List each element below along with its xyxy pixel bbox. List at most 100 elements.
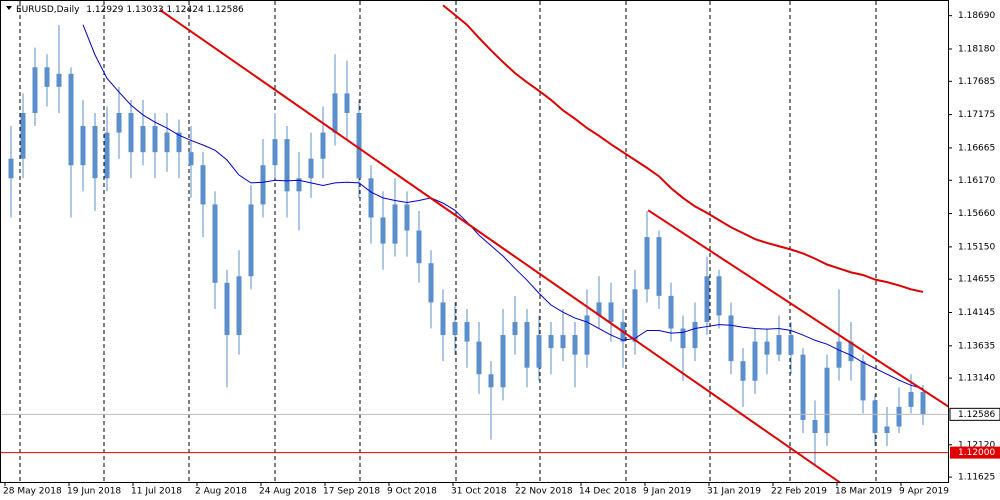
y-tick-label: 1.14655 (958, 275, 995, 285)
candle-body (788, 335, 794, 355)
x-tick-label: 31 Oct 2018 (451, 487, 507, 497)
candle-body (296, 178, 302, 192)
candle-body (644, 237, 650, 290)
candle-body (80, 126, 86, 166)
x-tick-label: 19 Jun 2018 (67, 487, 121, 497)
candle-body (416, 230, 422, 264)
x-tick-label: 24 Aug 2018 (259, 487, 317, 497)
candle-body (152, 126, 158, 153)
candle-body (140, 126, 146, 153)
y-tick-label: 1.14145 (958, 308, 995, 318)
trend-line (647, 209, 948, 408)
candle-body (632, 289, 638, 342)
x-tick-label: 28 May 2018 (3, 487, 62, 497)
y-tick-label: 1.11625 (958, 473, 995, 483)
open: 1.12929 (86, 5, 123, 15)
moving-average (82, 24, 924, 390)
candle-body (560, 335, 566, 349)
x-tick-label: 31 Jan 2019 (707, 487, 761, 497)
x-tick-label: 14 Dec 2018 (579, 487, 637, 497)
candle-body (176, 132, 182, 153)
candle-body (860, 361, 866, 401)
close: 1.12586 (207, 5, 244, 15)
candle-body (512, 321, 518, 336)
candle-body (356, 112, 362, 179)
low: 1.12424 (166, 5, 203, 15)
candle-body (272, 139, 278, 166)
candle-body (896, 406, 902, 427)
candle-body (524, 321, 530, 368)
candle-body (752, 341, 758, 381)
x-tick-label: 9 Oct 2018 (387, 487, 437, 497)
candle-body (344, 93, 350, 113)
candle-body (200, 165, 206, 205)
y-tick-label: 1.18690 (958, 11, 995, 21)
candle-body (308, 158, 314, 179)
moving-average (442, 4, 924, 293)
candle-body (908, 391, 914, 407)
candle-body (476, 341, 482, 375)
candle-body (452, 321, 458, 336)
candle-body (224, 282, 230, 336)
y-tick-label: 1.16665 (958, 143, 995, 153)
candle-body (548, 335, 554, 349)
candle-body (692, 321, 698, 349)
x-tick-label: 2 Aug 2018 (195, 487, 247, 497)
candle-body (164, 132, 170, 153)
candle-body (488, 374, 494, 388)
candle-body (212, 204, 218, 283)
y-tick-label: 1.15150 (958, 242, 995, 252)
candle-body (392, 204, 398, 244)
candle-body (920, 391, 926, 415)
candle-body (32, 67, 38, 113)
candle-body (656, 237, 662, 296)
candle-body (104, 132, 110, 179)
candle-body (188, 152, 194, 166)
candle-body (44, 67, 50, 87)
x-tick-label: 22 Feb 2019 (771, 487, 827, 497)
candle-body (776, 335, 782, 355)
candle-body (284, 139, 290, 192)
candle-body (608, 302, 614, 322)
candle-body (668, 295, 674, 329)
candle-body (584, 315, 590, 355)
candle-body (128, 112, 134, 153)
candle-body (248, 204, 254, 277)
candle-body (404, 204, 410, 231)
separators (19, 1, 877, 482)
symbol: EURUSD,Daily (16, 5, 80, 15)
plot-area (1, 4, 948, 482)
y-tick-label: 1.17175 (958, 110, 995, 120)
candle-body (728, 315, 734, 362)
candle-body (464, 321, 470, 342)
candle-body (8, 158, 14, 179)
candle-body (812, 419, 818, 434)
plot-frame (0, 0, 949, 483)
price-level-label: 1.12000 (958, 448, 995, 458)
candle-body (872, 400, 878, 434)
high: 1.13033 (126, 5, 163, 15)
candle-body (332, 93, 338, 133)
candle-body (740, 361, 746, 381)
candle-body (848, 341, 854, 362)
candle-body (764, 341, 770, 355)
candle-body (836, 341, 842, 368)
axes: 1.18690 1.18180 1.17685 1.17175 1.16665 1.161… (3, 11, 1000, 497)
price-level-box (950, 446, 1000, 459)
y-tick-label: 1.13635 (958, 341, 995, 351)
x-tick-label: 18 Mar 2019 (835, 487, 892, 497)
x-tick-label: 9 Jan 2019 (643, 487, 691, 497)
candle-body (704, 276, 710, 322)
candle-body (56, 73, 62, 87)
x-tick-label: 11 Jul 2018 (131, 487, 182, 497)
candle-body (500, 335, 506, 388)
y-tick-label: 1.13140 (958, 374, 995, 384)
candle-body (536, 335, 542, 368)
trend-line (159, 8, 841, 482)
candle-body (20, 112, 26, 159)
y-tick-label: 1.17685 (958, 77, 995, 87)
menu-arrow (6, 6, 12, 10)
candle-body (92, 126, 98, 179)
x-tick-label: 9 Apr 2019 (899, 487, 949, 497)
